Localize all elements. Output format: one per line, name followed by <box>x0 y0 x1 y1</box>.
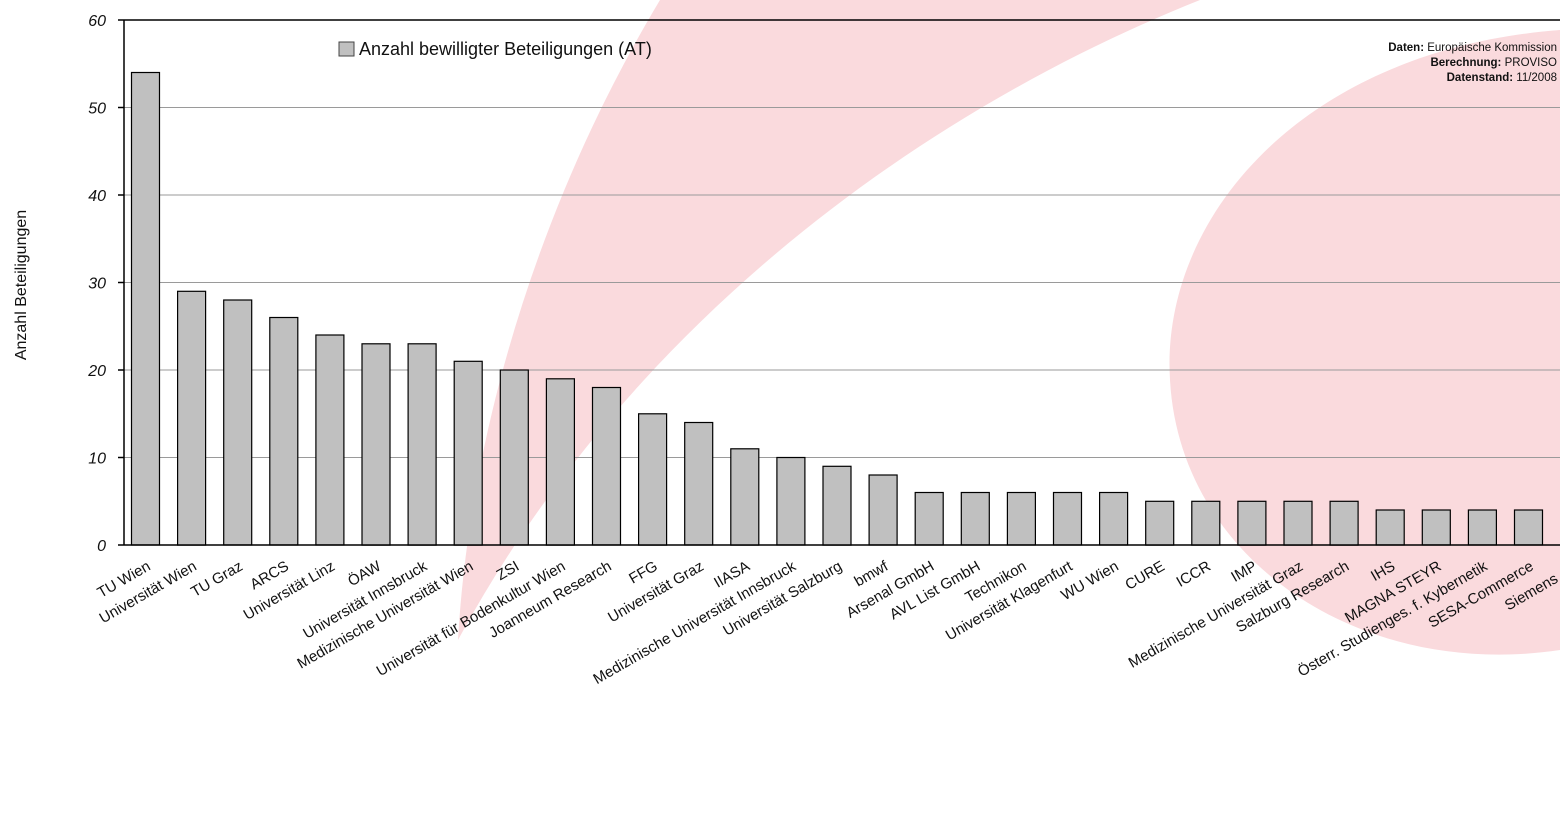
bar <box>130 71 161 546</box>
background-swoosh-left <box>458 0 1200 640</box>
source-value: PROVISO <box>1505 57 1557 69</box>
y-tick-label: 50 <box>88 101 106 118</box>
y-tick-label: 20 <box>87 363 106 380</box>
bar <box>1283 500 1313 546</box>
bar <box>960 491 990 546</box>
bar <box>223 299 253 546</box>
bar <box>1467 509 1498 546</box>
source-line: Daten: Europäische Kommission <box>1388 42 1557 54</box>
y-tick-label: 60 <box>88 13 106 30</box>
bar <box>407 343 437 546</box>
bar <box>637 413 668 546</box>
background-swoosh <box>458 0 1560 655</box>
bar <box>591 386 622 546</box>
y-tick-label: 30 <box>88 276 106 293</box>
x-tick-label: CURE <box>1122 558 1167 594</box>
bar <box>1006 491 1037 546</box>
bar <box>1421 509 1451 546</box>
bar <box>914 491 944 546</box>
bar <box>776 456 806 546</box>
x-tick-label: ICCR <box>1174 558 1214 591</box>
legend-swatch <box>338 41 355 57</box>
bar <box>1191 500 1221 546</box>
bar <box>730 448 760 546</box>
source-note: Daten: Europäische Kommission Berechnung:… <box>1388 42 1557 84</box>
bar <box>361 343 391 546</box>
source-label: Daten: <box>1388 42 1427 54</box>
bar <box>315 334 345 546</box>
source-line: Berechnung: PROVISO <box>1430 57 1557 69</box>
bar <box>868 474 898 546</box>
source-label: Datenstand: <box>1447 72 1517 84</box>
legend: Anzahl bewilligter Beteiligungen (AT) <box>338 39 652 59</box>
source-label: Berechnung: <box>1430 57 1504 69</box>
bar <box>177 290 207 546</box>
bar <box>499 369 529 546</box>
bar <box>1098 491 1129 546</box>
axes <box>123 19 1560 546</box>
bar <box>1375 509 1405 546</box>
source-line: Datenstand: 11/2008 <box>1447 72 1557 84</box>
bar <box>1052 491 1083 546</box>
bar <box>269 316 299 546</box>
y-tick-label: 10 <box>88 451 106 468</box>
source-value: 11/2008 <box>1516 72 1557 84</box>
y-axis-label: Anzahl Beteiligungen <box>13 210 30 360</box>
source-value: Europäische Kommission <box>1427 42 1557 54</box>
legend-label: Anzahl bewilligter Beteiligungen (AT) <box>359 39 652 59</box>
bar <box>822 465 852 546</box>
bar <box>1329 500 1359 546</box>
bar <box>684 421 714 546</box>
y-axis-ticks: 0 10 20 30 40 50 60 <box>87 13 124 555</box>
y-tick-label: 40 <box>88 188 106 205</box>
bar <box>1237 500 1267 546</box>
bar <box>545 378 576 546</box>
bar <box>1145 500 1175 546</box>
y-tick-label: 0 <box>97 538 106 555</box>
gridlines <box>124 107 1560 458</box>
bar <box>1513 509 1544 546</box>
x-tick-label: TU Graz <box>188 558 246 601</box>
bar <box>453 360 483 546</box>
background-swoosh-right <box>1169 30 1560 655</box>
